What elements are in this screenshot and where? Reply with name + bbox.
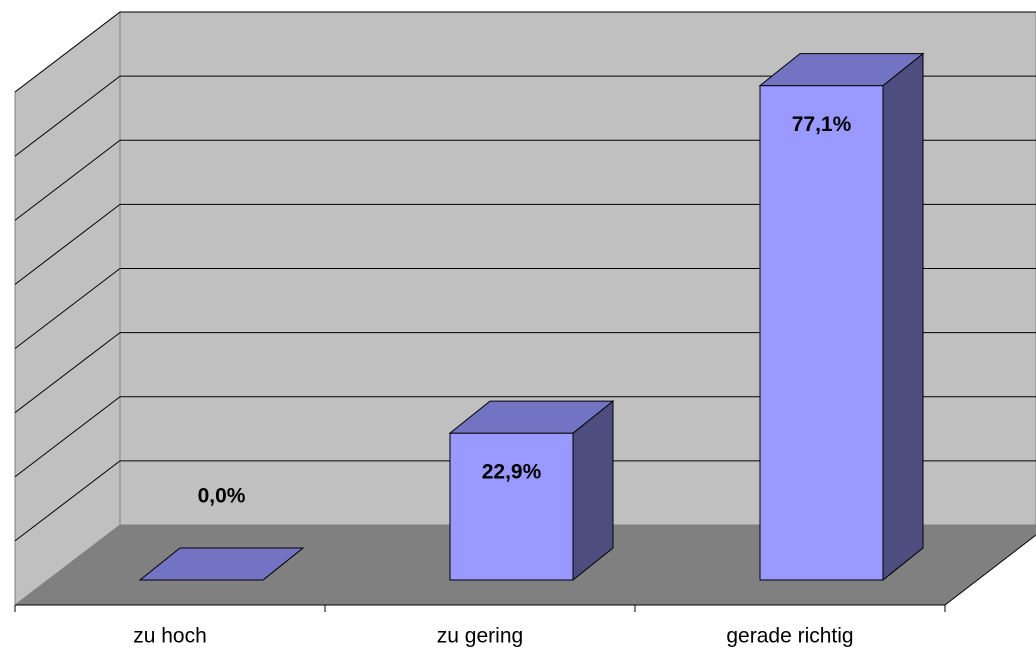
x-tick-label: gerade richtig <box>726 625 853 648</box>
grid-line-side <box>14 268 121 349</box>
bar-side <box>882 52 924 582</box>
bar <box>449 432 574 581</box>
grid-line-side <box>14 332 121 414</box>
grid-line-side <box>14 396 121 478</box>
data-label: 22,9% <box>482 461 542 484</box>
grid-line-side <box>14 11 121 93</box>
grid-line-side <box>14 203 121 285</box>
grid-line-side <box>14 460 121 542</box>
bar-top <box>138 547 305 581</box>
bar <box>759 85 884 581</box>
bar-top <box>758 53 925 87</box>
x-tick-label: zu hoch <box>133 625 207 648</box>
data-label: 77,1% <box>792 113 852 136</box>
grid-line-side <box>14 139 121 221</box>
bar-top <box>448 400 615 434</box>
data-label: 0,0% <box>198 485 246 508</box>
x-tick-label: zu gering <box>437 625 523 648</box>
x-axis-depth <box>944 534 1036 606</box>
grid-line-side <box>14 75 121 157</box>
